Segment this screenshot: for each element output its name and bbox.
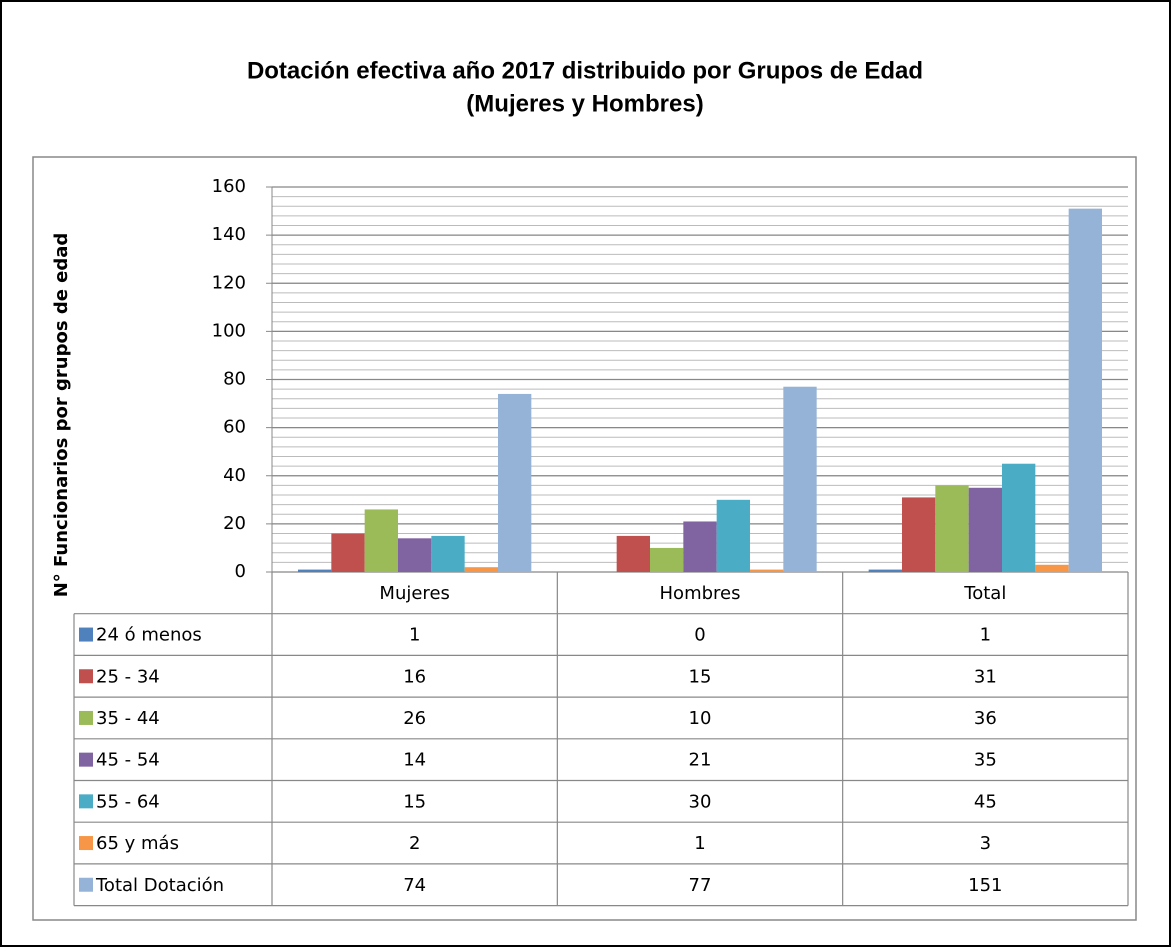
y-tick-label: 20 — [223, 513, 246, 534]
legend-swatch — [79, 669, 93, 684]
table-cell: 36 — [974, 708, 997, 729]
table-cell: 151 — [968, 875, 1002, 896]
bar — [1002, 463, 1036, 572]
y-tick-label: 160 — [212, 176, 246, 197]
table-cell: 1 — [980, 625, 991, 646]
y-tick-label: 140 — [212, 224, 246, 245]
x-tick-label: Hombres — [660, 583, 741, 604]
legend-label: 45 - 54 — [96, 750, 160, 771]
x-tick-label: Total — [963, 583, 1006, 604]
legend-swatch — [79, 627, 93, 642]
bar — [364, 509, 398, 572]
table-cell: 21 — [689, 750, 712, 771]
legend-swatch — [79, 877, 93, 892]
table-cell: 74 — [403, 875, 426, 896]
bar — [431, 535, 465, 572]
table-cell: 26 — [403, 708, 426, 729]
plot-frame — [32, 156, 1137, 921]
bar — [650, 547, 684, 572]
table-cell: 30 — [689, 791, 712, 812]
table-cell: 31 — [974, 666, 997, 687]
chart-title: Dotación efectiva año 2017 distribuido p… — [247, 57, 923, 84]
bar — [298, 569, 332, 572]
bar — [716, 499, 750, 572]
legend-swatch — [79, 752, 93, 767]
bar — [783, 386, 817, 572]
table-cell: 1 — [694, 833, 705, 854]
legend-swatch — [79, 836, 93, 851]
table-cell: 16 — [403, 666, 426, 687]
x-tick-label: Mujeres — [379, 583, 449, 604]
y-tick-label: 100 — [212, 320, 246, 341]
table-cell: 45 — [974, 791, 997, 812]
table-cell: 0 — [694, 625, 705, 646]
legend-label: 65 y más — [96, 833, 179, 854]
bar — [1068, 208, 1102, 572]
bar — [750, 569, 784, 572]
table-cell: 14 — [403, 750, 426, 771]
table-cell: 1 — [409, 625, 420, 646]
legend-label: 35 - 44 — [96, 708, 160, 729]
table-cell: 2 — [409, 833, 420, 854]
bar — [464, 567, 498, 572]
y-tick-label: 0 — [235, 561, 246, 582]
legend-swatch — [79, 794, 93, 809]
bar — [935, 485, 969, 572]
table-cell: 15 — [689, 666, 712, 687]
table-cell: 10 — [689, 708, 712, 729]
table-cell: 3 — [980, 833, 991, 854]
chart-subtitle: (Mujeres y Hombres) — [466, 90, 703, 117]
bar — [398, 538, 432, 572]
y-tick-label: 120 — [212, 272, 246, 293]
y-tick-label: 40 — [223, 465, 246, 486]
bar — [498, 393, 532, 572]
legend-label: Total Dotación — [95, 875, 224, 896]
legend-label: 25 - 34 — [96, 666, 160, 687]
bar — [868, 569, 902, 572]
bar — [683, 521, 717, 572]
y-axis-label: N° Funcionarios por grupos de edad — [51, 233, 72, 598]
bar — [902, 497, 936, 572]
table-cell: 15 — [403, 791, 426, 812]
legend-swatch — [79, 710, 93, 725]
table-cell: 35 — [974, 750, 997, 771]
bar — [968, 487, 1002, 572]
bar — [1035, 564, 1069, 572]
y-tick-label: 80 — [223, 369, 246, 390]
y-tick-label: 60 — [223, 417, 246, 438]
bar — [331, 533, 365, 572]
legend-label: 55 - 64 — [96, 791, 160, 812]
bar — [616, 535, 650, 572]
table-cell: 77 — [689, 875, 712, 896]
legend-label: 24 ó menos — [96, 625, 202, 646]
